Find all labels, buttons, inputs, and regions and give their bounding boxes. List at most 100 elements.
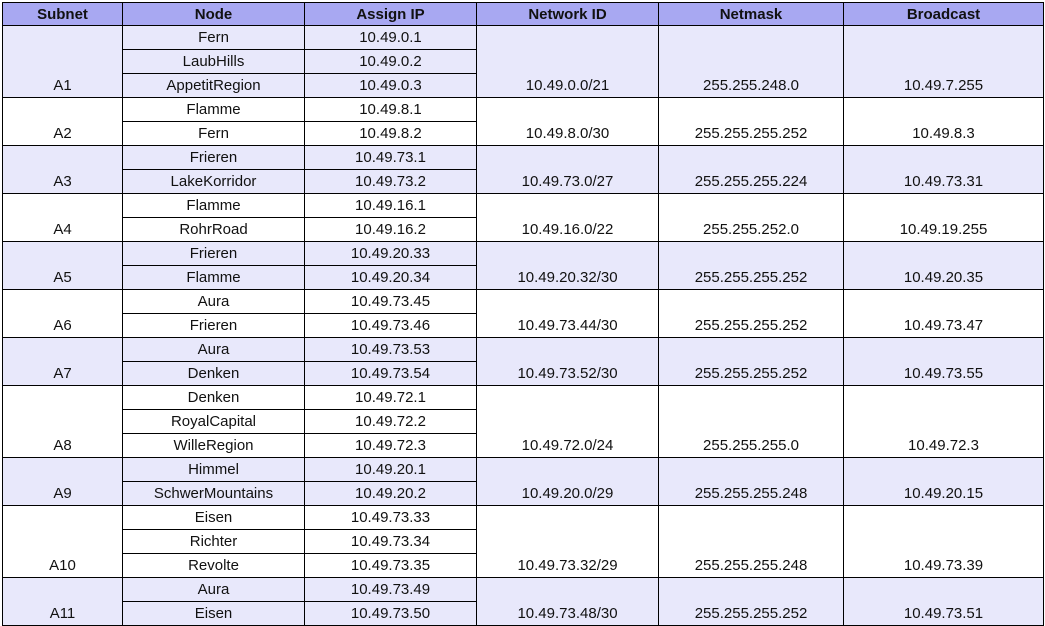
table-row: Richter 10.49.73.34	[3, 529, 1044, 554]
netmask-cell: 255.255.255.224	[658, 145, 844, 194]
node-cell: Aura	[122, 337, 305, 362]
table-row: Flamme 10.49.20.34	[3, 265, 1044, 290]
node-cell: Himmel	[122, 457, 305, 482]
node-cell: Eisen	[122, 601, 305, 626]
node-cell: Frieren	[122, 241, 305, 266]
assign-ip-cell: 10.49.20.33	[304, 241, 477, 266]
node-cell: Revolte	[122, 553, 305, 578]
subnet-cell: A7	[2, 337, 123, 386]
netmask-cell: 255.255.255.252	[658, 289, 844, 338]
assign-ip-cell: 10.49.73.34	[304, 529, 477, 554]
node-cell: SchwerMountains	[122, 481, 305, 506]
node-cell: RohrRoad	[122, 217, 305, 242]
assign-ip-cell: 10.49.16.1	[304, 193, 477, 218]
assign-ip-cell: 10.49.72.1	[304, 385, 477, 410]
netmask-cell: 255.255.255.248	[658, 457, 844, 506]
assign-ip-cell: 10.49.8.1	[304, 97, 477, 122]
table-row: A5 Frieren 10.49.20.33 10.49.20.32/30 255.25…	[2, 241, 1044, 290]
table-row: A9 Himmel 10.49.20.1 10.49.20.0/29 255.255.2…	[2, 457, 1044, 506]
netmask-cell: 255.255.255.0	[658, 385, 844, 458]
header-assign-ip: Assign IP	[304, 2, 477, 26]
assign-ip-cell: 10.49.0.1	[304, 25, 477, 50]
assign-ip-cell: 10.49.8.2	[304, 121, 477, 146]
assign-ip-cell: 10.49.0.2	[304, 49, 477, 74]
assign-ip-cell: 10.49.16.2	[304, 217, 477, 242]
broadcast-cell: 10.49.73.55	[843, 337, 1044, 386]
subnet-cell: A3	[2, 145, 123, 194]
header-broadcast: Broadcast	[843, 2, 1044, 26]
table-row: Eisen 10.49.73.50	[3, 601, 1044, 626]
header-network-id: Network ID	[476, 2, 659, 26]
network-id-cell: 10.49.73.0/27	[476, 145, 659, 194]
header-row: Subnet Node Assign IP Network ID Netmask…	[2, 2, 1044, 26]
table-row: RohrRoad 10.49.16.2	[3, 217, 1044, 242]
table-row: Frieren 10.49.73.46	[3, 313, 1044, 338]
subnet-cell: A11	[2, 577, 123, 626]
table-row: A6 Aura 10.49.73.45 10.49.73.44/30 255.255.2…	[2, 289, 1044, 338]
table-row: SchwerMountains 10.49.20.2	[3, 481, 1044, 506]
assign-ip-cell: 10.49.73.35	[304, 553, 477, 578]
table-row: Denken 10.49.73.54	[3, 361, 1044, 386]
netmask-cell: 255.255.255.248	[658, 505, 844, 578]
broadcast-cell: 10.49.73.51	[843, 577, 1044, 626]
assign-ip-cell: 10.49.73.1	[304, 145, 477, 170]
netmask-cell: 255.255.255.252	[658, 337, 844, 386]
table-row: A8 Denken 10.49.72.1 10.49.72.0/24 255.255.2…	[2, 385, 1044, 458]
assign-ip-cell: 10.49.72.2	[304, 409, 477, 434]
node-cell: WilleRegion	[122, 433, 305, 458]
node-cell: Flamme	[122, 97, 305, 122]
assign-ip-cell: 10.49.73.2	[304, 169, 477, 194]
network-id-cell: 10.49.73.48/30	[476, 577, 659, 626]
broadcast-cell: 10.49.20.15	[843, 457, 1044, 506]
table-row: A10 Eisen 10.49.73.33 10.49.73.32/29 255.255…	[2, 505, 1044, 578]
node-cell: RoyalCapital	[122, 409, 305, 434]
assign-ip-cell: 10.49.72.3	[304, 433, 477, 458]
assign-ip-cell: 10.49.73.53	[304, 337, 477, 362]
node-cell: Aura	[122, 577, 305, 602]
subnet-cell: A1	[2, 25, 123, 98]
assign-ip-cell: 10.49.20.34	[304, 265, 477, 290]
table-row: A3 Frieren 10.49.73.1 10.49.73.0/27 255.255.…	[2, 145, 1044, 194]
network-id-cell: 10.49.73.32/29	[476, 505, 659, 578]
broadcast-cell: 10.49.73.31	[843, 145, 1044, 194]
assign-ip-cell: 10.49.73.46	[304, 313, 477, 338]
node-cell: Frieren	[122, 145, 305, 170]
network-id-cell: 10.49.0.0/21	[476, 25, 659, 98]
header-node: Node	[122, 2, 305, 26]
netmask-cell: 255.255.255.252	[658, 241, 844, 290]
table-row: LakeKorridor 10.49.73.2	[3, 169, 1044, 194]
node-cell: Frieren	[122, 313, 305, 338]
assign-ip-cell: 10.49.73.45	[304, 289, 477, 314]
table-header: Subnet Node Assign IP Network ID Netmask…	[2, 2, 1044, 26]
network-id-cell: 10.49.16.0/22	[476, 193, 659, 242]
table-row: A11 Aura 10.49.73.49 10.49.73.48/30 255.255.…	[2, 577, 1044, 626]
node-cell: Denken	[122, 361, 305, 386]
netmask-cell: 255.255.252.0	[658, 193, 844, 242]
header-subnet: Subnet	[2, 2, 123, 26]
header-netmask: Netmask	[658, 2, 844, 26]
table-row: A1 Fern 10.49.0.1 10.49.0.0/21 255.255.248.0…	[2, 25, 1044, 98]
netmask-cell: 255.255.255.252	[658, 97, 844, 146]
subnet-cell: A2	[2, 97, 123, 146]
assign-ip-cell: 10.49.73.49	[304, 577, 477, 602]
table-row: A7 Aura 10.49.73.53 10.49.73.52/30 255.255.2…	[2, 337, 1044, 386]
broadcast-cell: 10.49.73.39	[843, 505, 1044, 578]
assign-ip-cell: 10.49.20.1	[304, 457, 477, 482]
node-cell: Eisen	[122, 505, 305, 530]
node-cell: Fern	[122, 25, 305, 50]
network-id-cell: 10.49.73.44/30	[476, 289, 659, 338]
assign-ip-cell: 10.49.73.54	[304, 361, 477, 386]
node-cell: Denken	[122, 385, 305, 410]
assign-ip-cell: 10.49.20.2	[304, 481, 477, 506]
subnet-cell: A8	[2, 385, 123, 458]
table-row: Fern 10.49.8.2	[3, 121, 1044, 146]
broadcast-cell: 10.49.8.3	[843, 97, 1044, 146]
broadcast-cell: 10.49.72.3	[843, 385, 1044, 458]
subnet-cell: A10	[2, 505, 123, 578]
network-id-cell: 10.49.73.52/30	[476, 337, 659, 386]
subnet-cell: A9	[2, 457, 123, 506]
network-id-cell: 10.49.20.0/29	[476, 457, 659, 506]
table-body: A1 Fern 10.49.0.1 10.49.0.0/21 255.255.248.0…	[2, 25, 1044, 626]
